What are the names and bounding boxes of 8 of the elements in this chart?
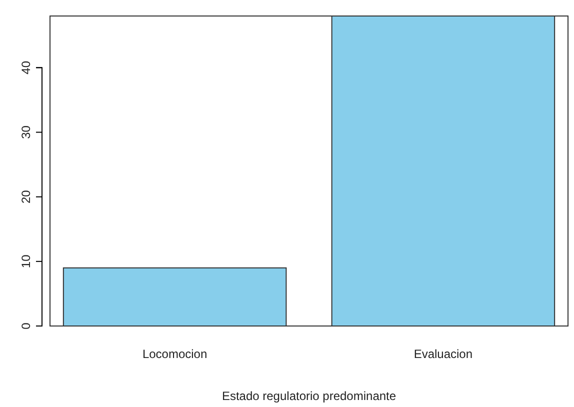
- y-tick-label: 40: [19, 60, 34, 74]
- x-axis-title: Estado regulatorio predominante: [222, 389, 396, 403]
- y-tick-label: 30: [19, 125, 34, 139]
- y-tick-label: 10: [19, 254, 34, 268]
- x-tick-label: Evaluacion: [414, 347, 473, 361]
- x-tick-label: Locomocion: [142, 347, 208, 361]
- y-tick-label: 20: [19, 190, 34, 204]
- y-tick-label: 0: [19, 322, 34, 330]
